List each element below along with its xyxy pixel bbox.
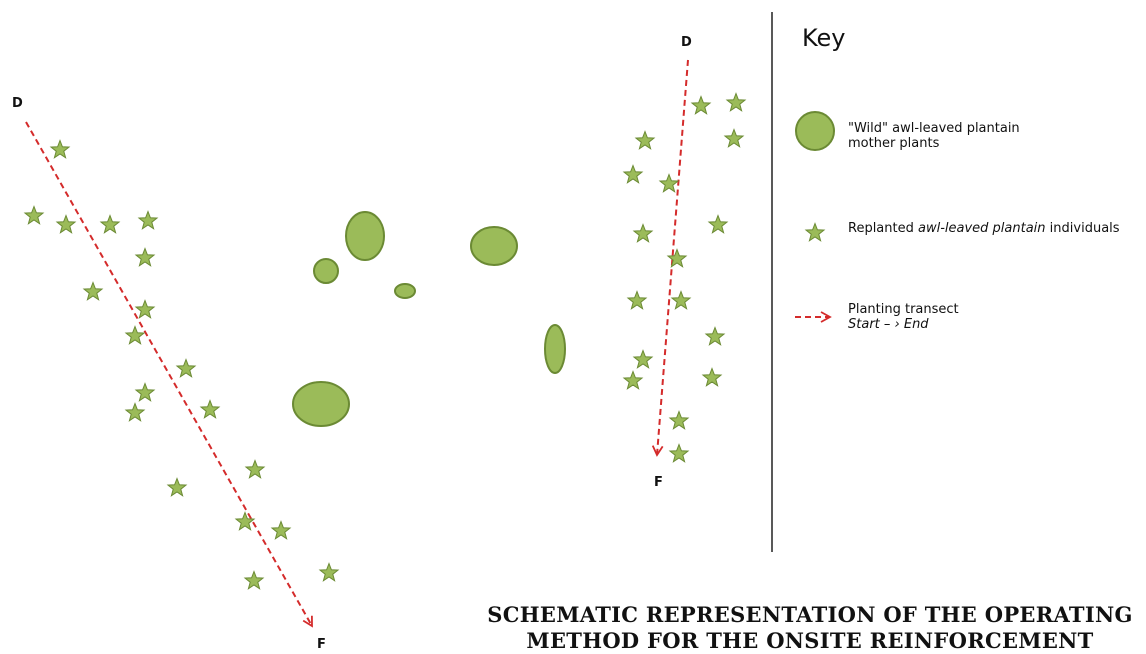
replanted-star	[668, 410, 690, 430]
replanted-star	[626, 290, 648, 310]
replanted-star	[622, 164, 644, 184]
mother-plant	[544, 324, 566, 374]
key-star-icon	[804, 222, 826, 242]
replanted-star	[622, 370, 644, 390]
key-replanted-prefix: Replanted	[848, 221, 918, 236]
replanted-star	[670, 290, 692, 310]
replanted-star	[99, 214, 121, 234]
replanted-star	[55, 214, 77, 234]
replanted-star	[124, 325, 146, 345]
mother-plants	[292, 211, 566, 427]
key-replanted-suffix: individuals	[1045, 221, 1120, 236]
replanted-star	[318, 562, 340, 582]
left-start-label: D	[12, 96, 23, 111]
replanted-star	[124, 402, 146, 422]
figure-title-line1: SCHEMATIC REPRESENTATION OF THE OPERATIN…	[487, 602, 1133, 627]
left-end-label: F	[317, 637, 326, 648]
mother-plant	[313, 258, 339, 284]
replanted-star	[704, 326, 726, 346]
replanted-star	[175, 358, 197, 378]
replanted-star	[23, 205, 45, 225]
key-mother-plants-label: "Wild" awl-leaved plantain mother plants	[848, 121, 1020, 151]
replanted-star	[723, 128, 745, 148]
key-title: Key	[802, 24, 846, 52]
mother-plant	[470, 226, 518, 266]
replanted-star	[668, 443, 690, 463]
key-mother-plants-line1: "Wild" awl-leaved plantain	[848, 121, 1020, 136]
key-mother-plants-line2: mother plants	[848, 136, 940, 151]
replanted-star	[134, 247, 156, 267]
replanted-star	[166, 477, 188, 497]
replanted-star	[632, 349, 654, 369]
replanted-star	[82, 281, 104, 301]
replanted-star	[199, 399, 221, 419]
key-star-shape	[804, 222, 826, 242]
replanted-star	[243, 570, 265, 590]
replanted-star	[690, 95, 712, 115]
replanted-star	[134, 299, 156, 319]
key-transect-label: Planting transect Start – › End	[848, 302, 959, 332]
left-transect-arrow	[25, 121, 313, 628]
replanted-star	[49, 139, 71, 159]
replanted-star	[701, 367, 723, 387]
replanted-star	[632, 223, 654, 243]
key-transect-line1: Planting transect	[848, 302, 959, 317]
mother-plant	[345, 211, 385, 261]
right-end-label: F	[654, 475, 663, 490]
mother-plant	[394, 283, 416, 299]
right-transect-arrow	[651, 59, 689, 457]
replanted-star	[658, 173, 680, 193]
replanted-star	[634, 130, 656, 150]
replanted-star	[725, 92, 747, 112]
replanted-star	[666, 248, 688, 268]
figure-title: SCHEMATIC REPRESENTATION OF THE OPERATIN…	[470, 602, 1146, 654]
replanted-star	[137, 210, 159, 230]
figure-title-line2: METHOD FOR THE ONSITE REINFORCEMENT	[526, 628, 1094, 653]
replanted-star	[270, 520, 292, 540]
replanted-star	[234, 511, 256, 531]
key-mother-plant-icon	[795, 111, 835, 151]
right-start-label: D	[681, 35, 692, 50]
key-replanted-label: Replanted awl-leaved plantain individual…	[848, 221, 1120, 236]
replanted-star	[707, 214, 729, 234]
mother-plant	[292, 381, 350, 427]
replanted-individuals	[23, 92, 747, 590]
key-replanted-species: awl-leaved plantain	[918, 221, 1046, 236]
replanted-star	[244, 459, 266, 479]
key-transect-line2: Start – › End	[848, 317, 929, 332]
replanted-star	[134, 382, 156, 402]
